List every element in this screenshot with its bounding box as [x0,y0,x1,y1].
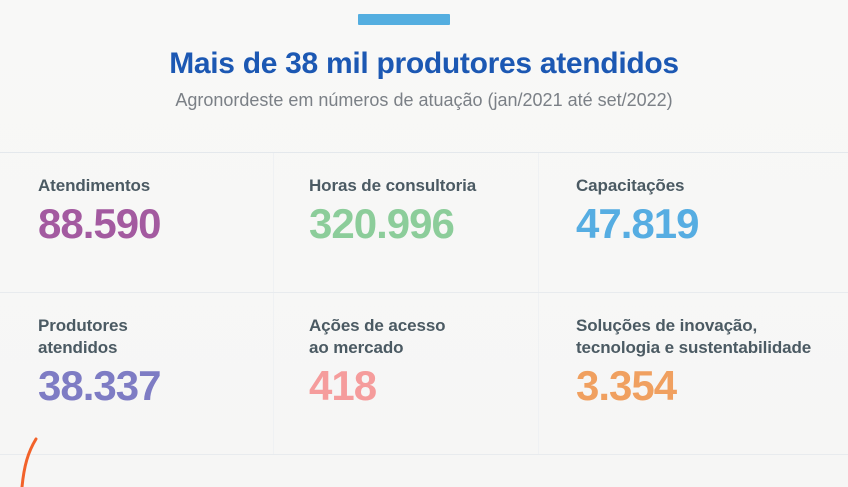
stat-value: 3.354 [576,362,677,409]
stat-label: Capacitações [576,176,685,195]
page-title: Mais de 38 mil produtores atendidos [169,47,679,80]
stat-label: Atendimentos [38,176,151,195]
stat-label: Horas de consultoria [309,176,477,195]
footer-strip [0,455,848,487]
stats-row-1: Atendimentos 88.590 Horas de consultoria… [0,153,848,293]
stat-value: 418 [309,362,377,409]
stats-row-2: Produtores atendidos 38.337 Ações de ace… [0,293,848,455]
stat-card-solucoes-de-inovacao: Soluções de inovação, tecnologia e suste… [538,293,848,454]
stat-card-capacitacoes: Capacitações 47.819 [538,153,848,292]
stat-label: Ações de acesso ao mercado [309,315,538,359]
stat-card-atendimentos: Atendimentos 88.590 [0,153,273,292]
stat-label-line-1: Soluções de inovação, [576,316,758,335]
stat-card-horas-de-consultoria: Horas de consultoria 320.996 [273,153,538,292]
page-subtitle: Agronordeste em números de atuação (jan/… [175,90,673,110]
stat-value: 88.590 [38,200,161,247]
stat-card-produtores-atendidos: Produtores atendidos 38.337 [0,293,273,454]
stat-label-line-2: atendidos [38,338,118,357]
stat-value: 320.996 [309,200,455,247]
header: Mais de 38 mil produtores atendidos Agro… [0,0,848,153]
stat-label-line-2: ao mercado [309,338,404,357]
stat-value: 38.337 [38,362,161,409]
stat-label: Produtores atendidos [38,315,273,359]
stat-card-acoes-de-acesso-ao-mercado: Ações de acesso ao mercado 418 [273,293,538,454]
stat-label-line-2: tecnologia e sustentabilidade [576,338,812,357]
accent-bar [358,14,450,25]
stat-value: 47.819 [576,200,699,247]
stat-label-line-1: Produtores [38,316,128,335]
stat-label: Soluções de inovação, tecnologia e suste… [576,315,848,359]
stat-label-line-1: Ações de acesso [309,316,446,335]
